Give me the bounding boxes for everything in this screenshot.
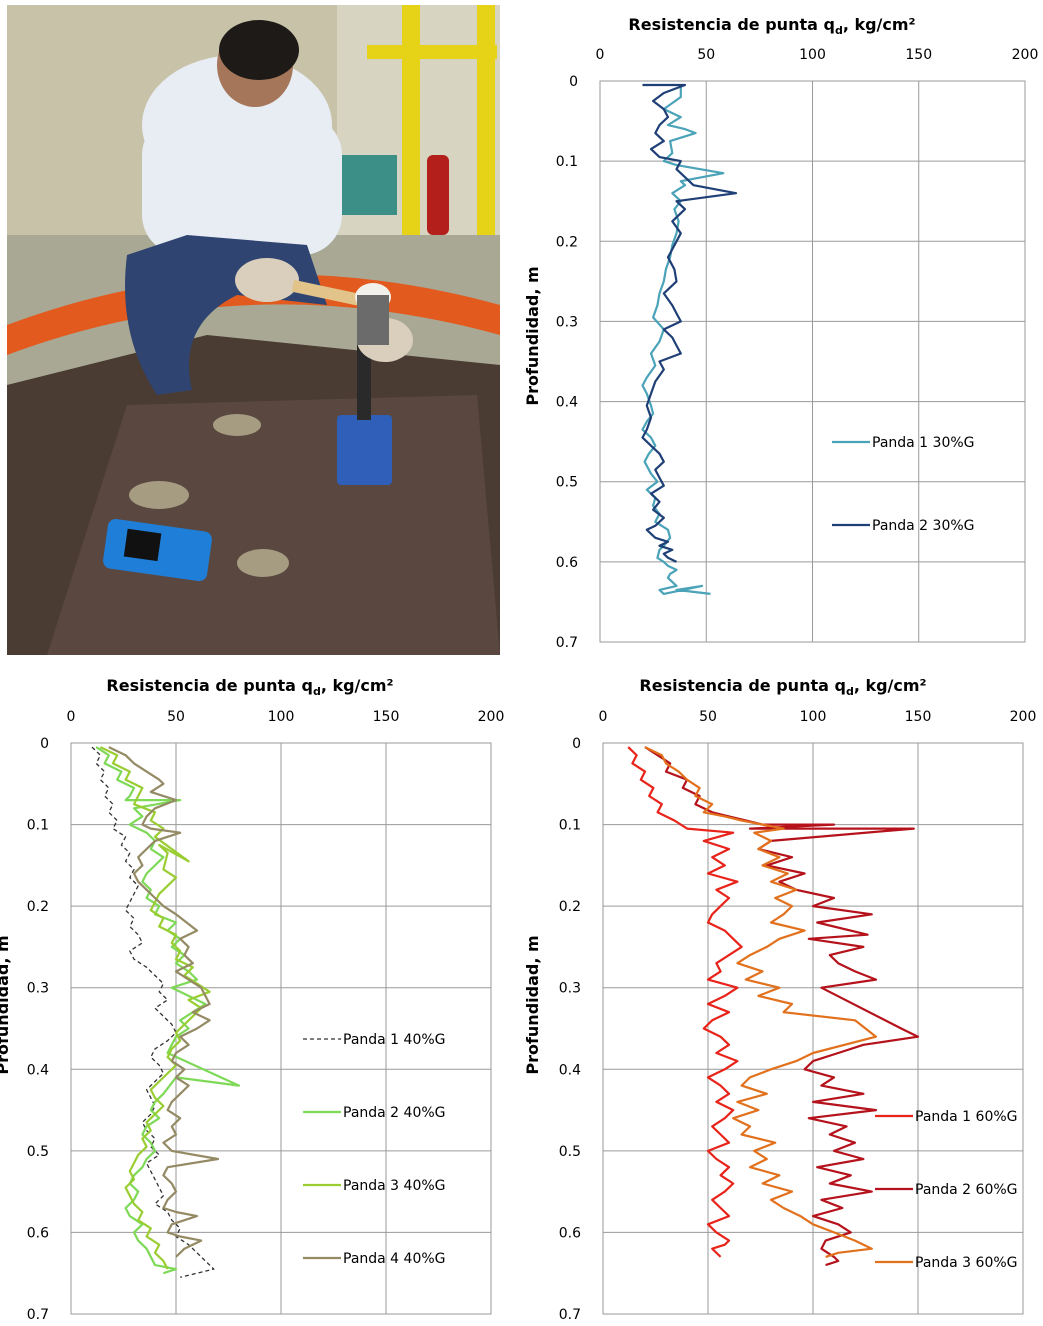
y-tick-label: 0.6 — [556, 555, 578, 571]
legend-label: Panda 2 40%G — [343, 1105, 446, 1121]
x-tick-labels: 0 50 100 150 200 — [67, 709, 505, 725]
gridlines — [600, 81, 1025, 642]
chart-30-svg: Resistencia de punta qd, kg/cm² 0 50 100 15… — [523, 15, 1039, 651]
x-tick-label: 0 — [596, 47, 605, 63]
legend-label: Panda 3 60%G — [915, 1255, 1018, 1271]
field-test-photo — [7, 5, 500, 655]
y-tick-label: 0.2 — [559, 899, 581, 915]
y-tick-label: 0.7 — [556, 635, 578, 651]
y-tick-label: 0.6 — [27, 1225, 49, 1241]
y-tick-label: 0 — [572, 736, 581, 752]
chart-title: Resistencia de punta qd, kg/cm² — [639, 676, 926, 698]
chart-panda-60: Resistencia de punta qd, kg/cm² 0 50 100 15… — [520, 665, 1043, 1326]
x-tick-label: 0 — [599, 709, 608, 725]
legend-label: Panda 2 60%G — [915, 1182, 1018, 1198]
series-lines — [641, 83, 738, 596]
x-tick-label: 150 — [373, 709, 400, 725]
chart-40-svg: Resistencia de punta qd, kg/cm² 0 50 100 15… — [0, 676, 505, 1323]
x-tick-label: 100 — [800, 709, 827, 725]
y-tick-label: 0 — [569, 74, 578, 90]
y-tick-label: 0.5 — [559, 1144, 581, 1160]
y-tick-label: 0.5 — [556, 475, 578, 491]
legend: Panda 1 30%G Panda 2 30%G — [832, 435, 975, 534]
x-tick-label: 50 — [697, 47, 715, 63]
x-tick-label: 0 — [67, 709, 76, 725]
y-tick-label: 0 — [40, 736, 49, 752]
series-line-1 — [641, 85, 725, 596]
y-tick-label: 0.1 — [559, 818, 581, 834]
y-tick-label: 0.7 — [559, 1307, 581, 1323]
x-tick-label: 200 — [1010, 709, 1037, 725]
y-tick-label: 0.3 — [556, 314, 578, 330]
y-tick-label: 0.6 — [559, 1225, 581, 1241]
x-tick-label: 50 — [699, 709, 717, 725]
y-tick-labels: 0 0.1 0.2 0.3 0.4 0.5 0.6 0.7 — [559, 736, 581, 1323]
x-tick-labels: 0 50 100 150 200 — [596, 47, 1039, 63]
y-tick-label: 0.4 — [556, 395, 578, 411]
series-lines — [91, 746, 241, 1278]
gridlines — [71, 743, 491, 1314]
legend-label: Panda 4 40%G — [343, 1251, 446, 1267]
legend: Panda 1 60%G Panda 2 60%G Panda 3 60%G — [875, 1109, 1018, 1271]
series-line-2 — [95, 746, 241, 1275]
y-tick-label: 0.2 — [556, 234, 578, 250]
y-axis-label: Profundidad, m — [0, 935, 12, 1074]
x-tick-label: 50 — [167, 709, 185, 725]
legend-label: Panda 2 30%G — [872, 518, 975, 534]
legend-label: Panda 3 40%G — [343, 1178, 446, 1194]
legend-label: Panda 1 60%G — [915, 1109, 1018, 1125]
series-line-2 — [641, 83, 738, 563]
chart-title: Resistencia de punta qd, kg/cm² — [628, 15, 915, 37]
y-tick-label: 0.4 — [27, 1062, 49, 1078]
series-line-3 — [644, 746, 878, 1258]
x-tick-label: 100 — [799, 47, 826, 63]
chart-panda-30: Resistencia de punta qd, kg/cm² 0 50 100 15… — [520, 5, 1043, 655]
y-tick-labels: 0 0.1 0.2 0.3 0.4 0.5 0.6 0.7 — [27, 736, 49, 1323]
gridlines — [603, 743, 1023, 1314]
y-tick-labels: 0 0.1 0.2 0.3 0.4 0.5 0.6 0.7 — [556, 74, 578, 651]
series-line-4 — [108, 746, 220, 1258]
chart-title: Resistencia de punta qd, kg/cm² — [106, 676, 393, 698]
y-axis-label: Profundidad, m — [523, 266, 542, 405]
x-tick-labels: 0 50 100 150 200 — [599, 709, 1037, 725]
y-tick-label: 0.2 — [27, 899, 49, 915]
chart-60-svg: Resistencia de punta qd, kg/cm² 0 50 100 15… — [523, 676, 1037, 1323]
legend-label: Panda 1 30%G — [872, 435, 975, 451]
y-axis-label: Profundidad, m — [523, 935, 542, 1074]
y-tick-label: 0.3 — [559, 981, 581, 997]
x-tick-label: 200 — [478, 709, 505, 725]
y-tick-label: 0.5 — [27, 1144, 49, 1160]
chart-panda-40: Resistencia de punta qd, kg/cm² 0 50 100 15… — [0, 665, 520, 1326]
x-tick-label: 150 — [905, 47, 932, 63]
y-tick-label: 0.1 — [27, 818, 49, 834]
y-tick-label: 0.1 — [556, 154, 578, 170]
x-tick-label: 200 — [1012, 47, 1039, 63]
y-tick-label: 0.7 — [27, 1307, 49, 1323]
legend: Panda 1 40%G Panda 2 40%G Panda 3 40%G Pand… — [303, 1032, 446, 1267]
y-tick-label: 0.4 — [559, 1062, 581, 1078]
y-tick-label: 0.3 — [27, 981, 49, 997]
x-tick-label: 100 — [268, 709, 295, 725]
series-lines — [627, 746, 920, 1267]
series-line-1 — [627, 746, 743, 1258]
x-tick-label: 150 — [905, 709, 932, 725]
legend-label: Panda 1 40%G — [343, 1032, 446, 1048]
series-line-1 — [91, 746, 215, 1278]
